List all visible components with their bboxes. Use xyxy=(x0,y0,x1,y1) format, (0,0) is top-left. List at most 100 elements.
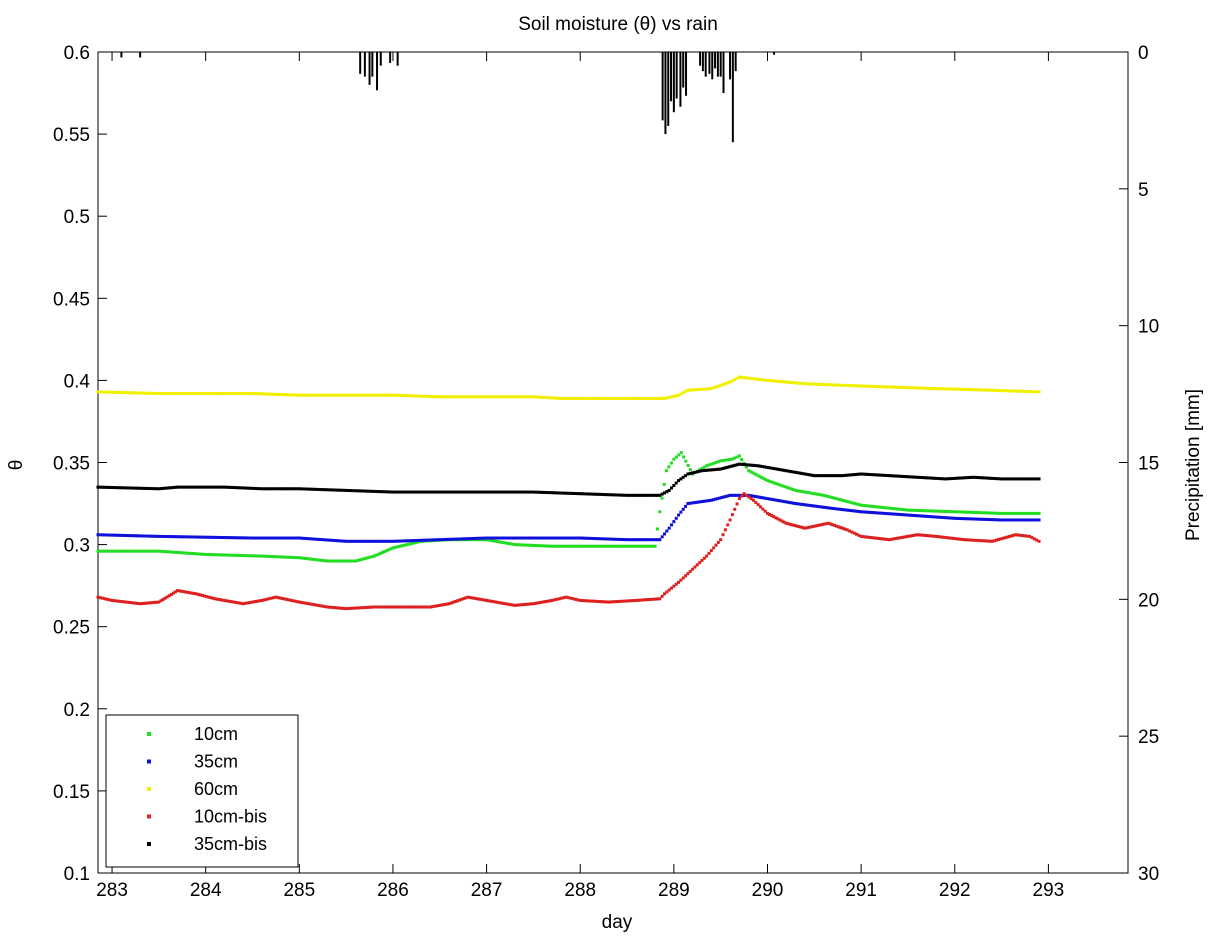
data-point xyxy=(288,393,292,397)
data-point xyxy=(134,601,138,605)
data-point xyxy=(142,486,146,490)
y2-tick-label: 30 xyxy=(1138,864,1159,885)
data-point xyxy=(642,544,646,548)
data-point xyxy=(1002,518,1006,522)
data-point xyxy=(295,556,299,560)
data-point xyxy=(268,536,272,540)
data-point xyxy=(315,487,319,491)
data-point xyxy=(667,395,671,399)
data-point xyxy=(346,488,350,492)
data-point xyxy=(747,495,751,499)
data-point xyxy=(583,536,587,540)
data-point xyxy=(767,466,771,470)
data-point xyxy=(455,599,459,603)
data-point xyxy=(358,489,362,493)
data-point xyxy=(833,507,837,511)
data-point xyxy=(500,601,504,605)
data-point xyxy=(406,605,410,609)
data-point xyxy=(975,517,979,521)
data-point xyxy=(572,396,576,400)
data-point xyxy=(817,493,821,497)
data-point xyxy=(706,468,710,472)
data-point xyxy=(555,597,559,601)
data-point xyxy=(322,393,326,397)
data-point xyxy=(653,538,657,542)
data-point xyxy=(136,601,140,605)
data-point xyxy=(546,544,550,548)
data-point xyxy=(196,392,200,396)
y-axis-label: θ xyxy=(6,460,27,471)
data-point xyxy=(125,600,129,604)
data-point xyxy=(527,602,531,606)
data-point xyxy=(355,539,359,543)
data-point xyxy=(728,518,732,522)
data-point xyxy=(449,395,453,399)
data-point xyxy=(613,600,617,604)
data-point xyxy=(839,526,843,530)
data-point xyxy=(977,517,981,521)
data-point xyxy=(458,537,462,541)
data-point xyxy=(218,392,222,396)
data-point xyxy=(413,605,417,609)
data-point xyxy=(894,537,898,541)
data-point xyxy=(521,603,525,607)
data-point xyxy=(839,498,843,502)
data-point xyxy=(276,596,280,600)
data-point xyxy=(684,459,688,463)
data-point xyxy=(163,392,167,396)
data-point xyxy=(404,543,408,547)
data-point xyxy=(772,498,776,502)
data-point xyxy=(237,392,241,396)
data-point xyxy=(302,536,306,540)
data-point xyxy=(850,501,854,505)
data-point xyxy=(751,494,755,498)
data-point xyxy=(735,455,739,459)
x-tick-label: 293 xyxy=(1033,880,1065,901)
data-point xyxy=(325,605,329,609)
data-point xyxy=(759,496,763,500)
data-point xyxy=(366,605,370,609)
data-point xyxy=(772,515,776,519)
data-point xyxy=(259,536,263,540)
data-point xyxy=(852,531,856,535)
data-point xyxy=(167,486,171,490)
data-point xyxy=(533,543,537,547)
data-point xyxy=(906,508,910,512)
data-point xyxy=(262,598,266,602)
data-point xyxy=(910,513,914,517)
data-point xyxy=(355,489,359,493)
data-point xyxy=(956,476,960,480)
y2-axis-label: Precipitation [mm] xyxy=(1183,389,1204,541)
data-point xyxy=(349,393,353,397)
data-point xyxy=(329,538,333,542)
data-point xyxy=(247,554,251,558)
data-point xyxy=(182,485,186,489)
data-point xyxy=(822,493,826,497)
data-point xyxy=(951,387,955,391)
data-point xyxy=(855,509,859,513)
data-point xyxy=(807,525,811,529)
data-point xyxy=(695,563,699,567)
data-point xyxy=(200,485,204,489)
data-point xyxy=(829,383,833,387)
data-point xyxy=(227,392,231,396)
data-point xyxy=(1004,389,1008,393)
data-point xyxy=(331,538,335,542)
data-point xyxy=(576,598,580,602)
data-point xyxy=(181,535,185,539)
data-point xyxy=(1006,389,1010,393)
data-point xyxy=(273,487,277,491)
data-point xyxy=(935,515,939,519)
data-point xyxy=(589,492,593,496)
data-point xyxy=(733,507,737,511)
data-point xyxy=(861,472,865,476)
data-point xyxy=(313,487,317,491)
data-point xyxy=(319,604,323,608)
data-point xyxy=(398,539,402,543)
data-point xyxy=(702,469,706,473)
data-point xyxy=(1004,511,1008,515)
data-point xyxy=(378,490,382,494)
data-point xyxy=(207,595,211,599)
data-point xyxy=(358,558,362,562)
data-point xyxy=(796,489,800,493)
